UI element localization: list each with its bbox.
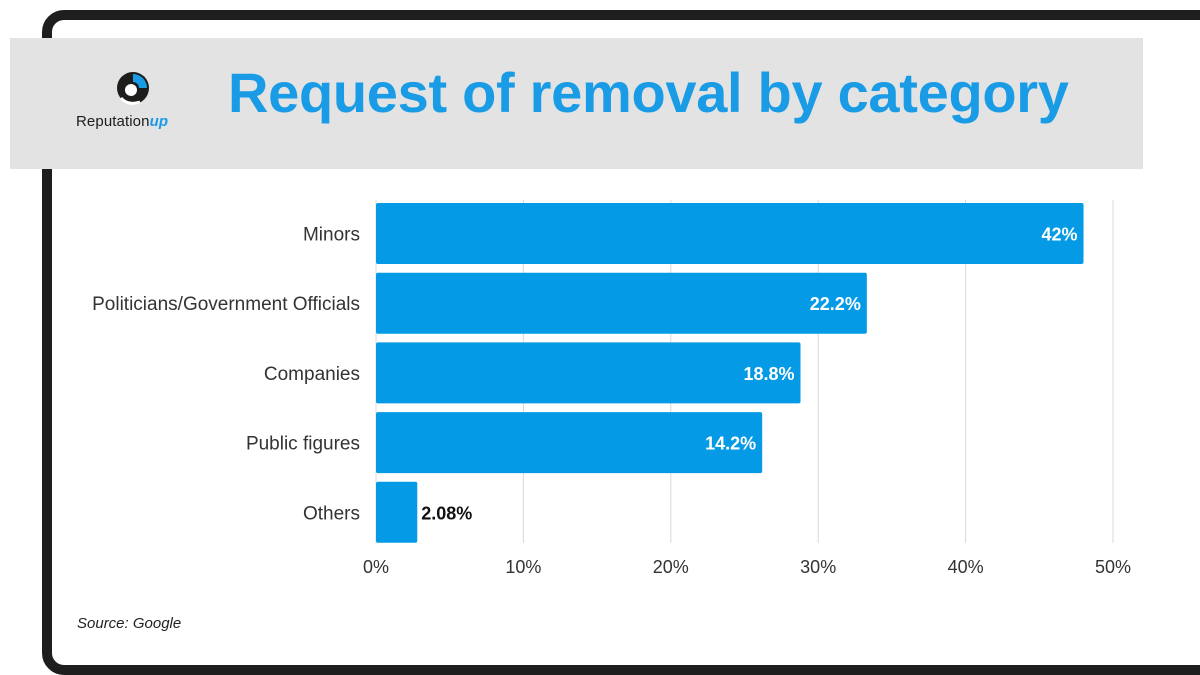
page-title: Request of removal by category [228,61,1069,124]
x-tick-labels: 0% 10% 20% 30% 40% 50% [363,557,1131,577]
category-label: Politicians/Government Officials [92,294,360,315]
logo-mark-icon [117,72,149,105]
x-tick-label: 0% [363,557,389,577]
data-label: 2.08% [421,503,472,523]
category-label: Companies [264,364,360,385]
bar [376,203,1084,264]
bar [376,412,763,474]
data-label: 42% [1041,225,1077,245]
logo-wordmark: Reputationup [76,113,169,130]
bar [376,342,801,404]
x-tick-label: 30% [800,557,836,577]
source-note: Source: Google [77,615,182,632]
category-labels: Minors Politicians/Government Officials Co… [92,225,360,525]
bar [376,272,867,334]
x-tick-label: 10% [505,557,541,577]
data-label: 18.8% [743,364,794,384]
x-tick-label: 50% [1095,557,1131,577]
reputation-up-logo: Reputationup [76,68,200,140]
x-tick-label: 20% [653,557,689,577]
bars: 42% 22.2% 18.8% 14.2% 2.08% [376,203,1084,543]
data-label: 14.2% [705,434,756,454]
data-label: 22.2% [810,294,861,314]
bar [376,481,418,543]
category-label: Others [303,503,360,524]
category-label: Public figures [246,434,360,455]
header-band [10,38,1143,169]
x-tick-label: 40% [948,557,984,577]
category-label: Minors [303,225,360,246]
